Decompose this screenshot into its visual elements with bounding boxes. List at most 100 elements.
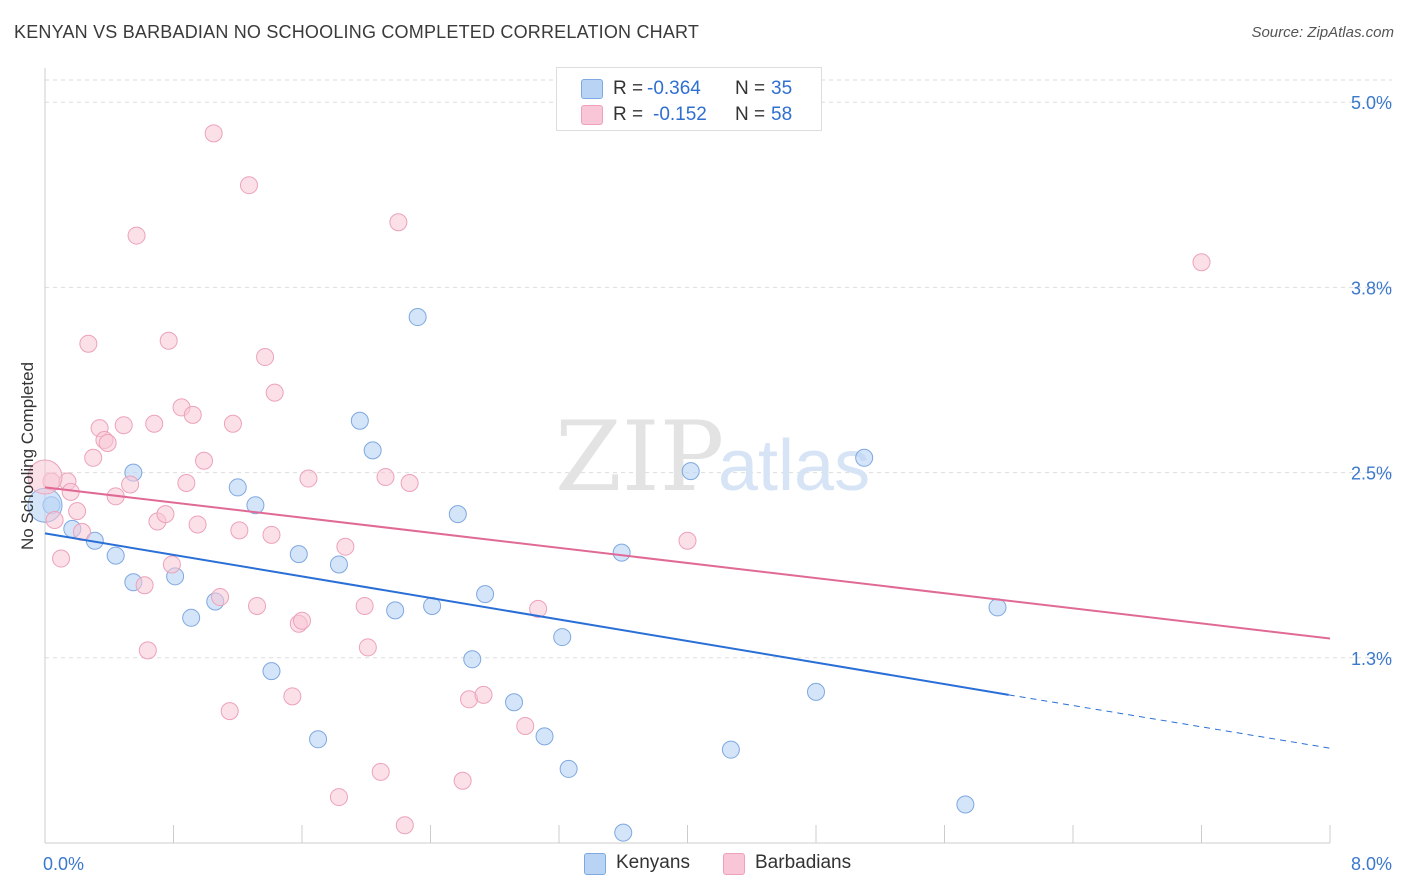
data-point-kenyans [386,601,405,620]
data-point-barbadians [474,685,493,704]
data-point-kenyans [614,823,633,842]
watermark-zip: ZIP [555,401,724,513]
legend-swatch-kenyans [581,79,603,99]
data-point-barbadians [371,762,390,781]
data-point-barbadians [355,596,374,615]
data-point-barbadians [211,588,230,607]
x-tick-label: 8.0% [1351,854,1392,874]
data-point-kenyans [681,462,700,481]
trend-line-kenyans-extension [1008,694,1331,749]
data-point-barbadians [376,468,395,487]
series-barbadians [27,124,1211,835]
axes [44,68,1331,844]
legend-n-value: 58 [771,104,793,125]
data-point-barbadians [162,555,181,574]
chart-title: KENYAN VS BARBADIAN NO SCHOOLING COMPLET… [14,22,700,42]
data-point-barbadians [27,459,63,495]
x-tick-label: 0.0% [43,854,84,874]
y-tick-label: 2.5% [1351,464,1392,484]
watermark-atlas: atlas [718,426,870,506]
data-point-barbadians [262,525,281,544]
data-point-barbadians [293,611,311,630]
data-point-barbadians [52,549,71,568]
data-point-kenyans [553,628,572,647]
data-point-kenyans [448,505,467,524]
legend-r-value: -0.364 [647,78,701,99]
data-point-barbadians [453,771,472,790]
data-point-barbadians [678,531,697,550]
bottom-legend-swatch-kenyans [584,853,606,875]
legend-n-label: N = [735,78,766,99]
data-point-kenyans [807,682,825,701]
data-point-barbadians [127,226,146,245]
data-point-barbadians [248,596,267,615]
data-point-kenyans [246,496,265,515]
data-point-kenyans [988,598,1007,617]
data-point-barbadians [195,451,214,470]
legend-n-label: N = [735,104,766,125]
data-point-barbadians [121,475,140,494]
data-point-barbadians [204,124,223,143]
y-tick-label: 1.3% [1351,649,1392,669]
data-point-kenyans [289,545,308,564]
data-point-barbadians [283,687,302,706]
y-axis-label: No Schooling Completed [18,361,37,551]
bottom-legend-label-barbadians: Barbadians [755,852,852,873]
data-point-kenyans [350,411,369,430]
data-point-kenyans [721,740,740,759]
data-point-barbadians [1192,253,1211,272]
series-kenyans [27,308,1007,842]
data-point-barbadians [84,448,103,467]
gridlines [45,79,1392,659]
source-label: Source: ZipAtlas.com [1251,24,1394,41]
trend-lines [44,486,1331,749]
data-point-barbadians [239,176,258,195]
data-point-barbadians [336,537,355,556]
legend-swatch-barbadians [581,105,603,125]
data-point-barbadians [299,469,318,488]
legend-r-label: R = [613,78,644,99]
data-point-barbadians [98,433,117,452]
data-point-barbadians [114,416,133,435]
y-tick-label: 5.0% [1351,93,1392,113]
data-point-barbadians [159,331,178,350]
data-point-barbadians [529,599,548,618]
y-tick-label: 3.8% [1351,278,1392,298]
data-point-barbadians [188,515,207,534]
bottom-legend-swatch-barbadians [723,853,745,875]
data-point-barbadians [138,641,157,660]
data-point-kenyans [956,795,975,814]
data-point-barbadians [400,473,419,492]
data-point-kenyans [329,555,348,574]
data-point-kenyans [106,546,125,565]
legend-r-label: R = [613,104,644,125]
trend-line-kenyans [44,532,1009,696]
data-point-kenyans [228,478,247,497]
data-point-barbadians [68,502,87,521]
data-point-kenyans [363,441,382,460]
data-point-barbadians [223,414,242,433]
data-point-barbadians [516,716,535,735]
data-point-barbadians [156,505,175,524]
data-point-kenyans [535,727,554,746]
data-point-kenyans [463,650,482,669]
data-point-barbadians [256,348,275,367]
data-point-kenyans [309,730,328,749]
data-point-kenyans [559,759,578,778]
data-point-kenyans [262,662,281,681]
data-point-barbadians [265,383,284,402]
bottom-legend-label-kenyans: Kenyans [616,852,690,873]
tick-labels: 1.3% 2.5% 3.8% 5.0% 0.0% 8.0% [43,93,1392,874]
data-point-barbadians [45,511,64,530]
data-point-barbadians [389,213,408,232]
data-point-barbadians [145,414,164,433]
legend: R = -0.364 N = 35 R = -0.152 N = 58 [556,67,822,131]
data-point-barbadians [395,816,414,835]
data-point-barbadians [135,576,154,595]
data-point-barbadians [183,405,202,424]
watermark: ZIP atlas [555,401,870,513]
legend-n-value: 35 [771,78,793,99]
data-point-barbadians [79,334,98,353]
data-point-barbadians [358,638,377,657]
